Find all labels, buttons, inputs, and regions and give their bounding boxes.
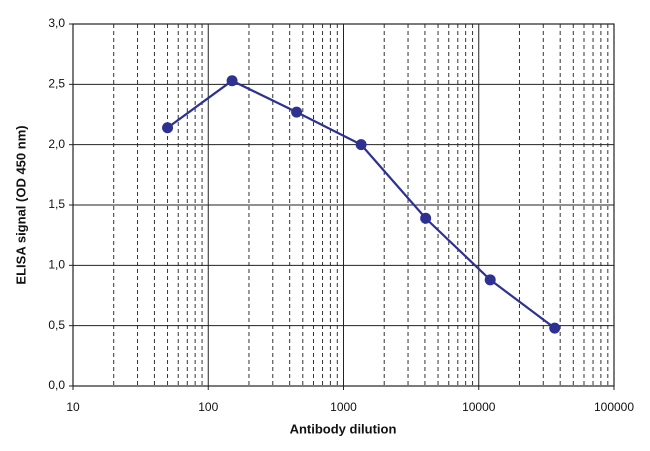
data-point [291,106,303,118]
y-tick-label: 2,0 [48,137,65,151]
x-tick-label: 10000 [462,400,496,414]
data-point [420,212,432,224]
y-tick-label: 0,5 [48,318,65,332]
x-axis-title: Antibody dilution [290,421,397,436]
data-point [484,274,496,286]
x-tick-label: 100000 [594,400,634,414]
data-point [226,75,238,87]
data-point [549,322,561,334]
y-tick-label: 0,0 [48,378,65,392]
x-tick-label: 100 [198,400,218,414]
data-line [166,79,556,329]
y-tick-label: 1,0 [48,258,65,272]
x-tick-label: 1000 [330,400,357,414]
y-tick-label: 2,5 [48,77,65,91]
data-point [355,139,367,151]
y-axis-title: ELISA signal (OD 450 nm) [13,125,28,284]
y-tick-label: 1,5 [48,197,65,211]
data-point [162,122,174,134]
plot-frame [72,23,615,387]
x-tick-label: 10 [66,400,80,414]
y-tick-label: 3,0 [48,16,65,30]
